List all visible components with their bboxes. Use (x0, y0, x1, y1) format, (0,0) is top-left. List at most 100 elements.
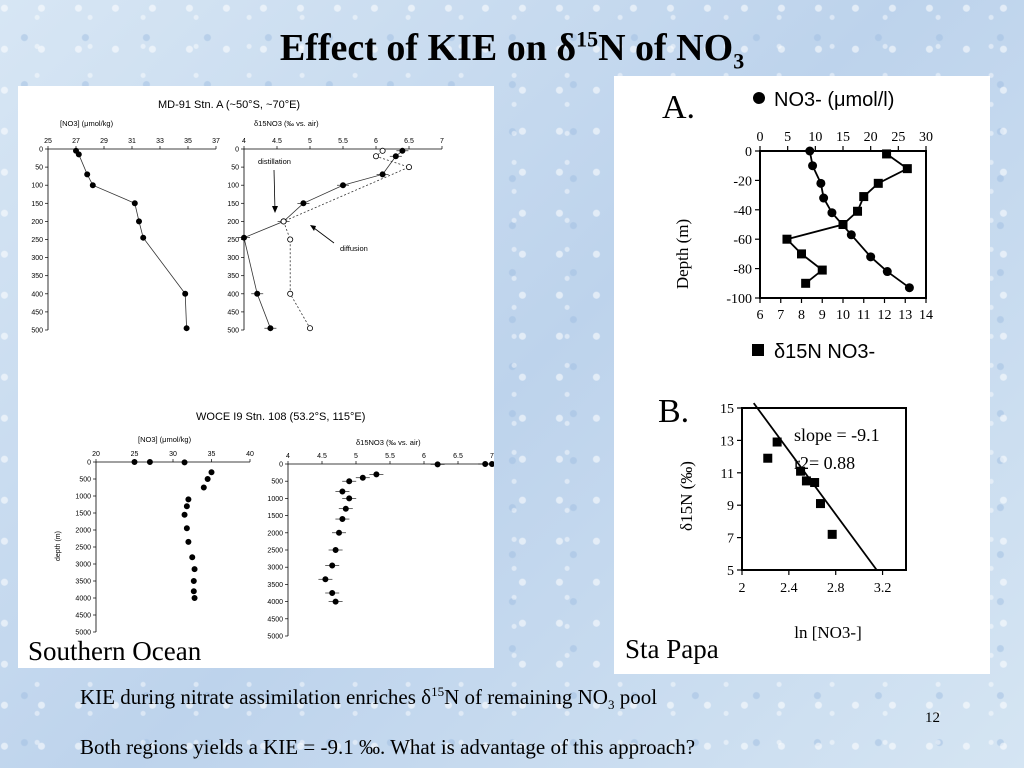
data-point (335, 529, 342, 536)
no3-point (882, 267, 892, 277)
y-tick-label: 4000 (267, 599, 283, 606)
no3-point (866, 252, 876, 262)
data-point (89, 182, 96, 189)
woce-no3-plot: 20 25 30 35 40 0 500 1000 1500 2000 2500 3000 3500 40… (55, 451, 254, 637)
y-tick-label: 1500 (267, 513, 283, 520)
x-tick-label: 33 (156, 138, 164, 145)
data-point (191, 566, 198, 573)
data-point (346, 495, 353, 502)
data-point (405, 164, 412, 171)
depth-axis-label: Depth (m) (673, 219, 692, 289)
distillation-label: distillation (258, 157, 291, 166)
y-tick-label: 2000 (75, 528, 91, 535)
y-tick-label: 200 (31, 219, 43, 226)
southern-ocean-panel: MD-91 Stn. A (~50°S, ~70°E) [NO3] (μmol/… (18, 86, 499, 668)
y-tick-label: 0 (279, 462, 283, 469)
x-tick-label: 4.5 (317, 453, 327, 460)
page-number: 12 (925, 710, 940, 726)
y-tick-label: 150 (31, 201, 43, 208)
x-tick-label: 7 (440, 138, 444, 145)
y-tick-label: 400 (31, 291, 43, 298)
data-point (190, 588, 197, 595)
panel-b-plot: 2 2.4 2.8 3.2 5 7 9 11 13 15 (720, 402, 907, 596)
top-tick-label: 15 (836, 130, 850, 145)
data-point (240, 234, 247, 241)
y-tick-label: 3000 (75, 562, 91, 569)
data-point (136, 218, 143, 225)
y-tick-label: 450 (227, 309, 239, 316)
data-point (373, 471, 380, 478)
sta-papa-panel: A. NO3- (μmol/l) Depth (m) 0 5 10 15 20 25 30 6… (614, 76, 990, 674)
y-tick-label: 250 (31, 237, 43, 244)
ln-no3-axis-label: ln [NO3-] (794, 623, 862, 642)
y-tick-label: 4500 (267, 616, 283, 623)
d15n-point (853, 206, 863, 216)
data-point (185, 538, 192, 545)
no3-point (827, 208, 837, 218)
y-tick-label: 350 (227, 273, 239, 280)
d15n-point (801, 278, 811, 288)
y-tick-label: 150 (227, 201, 239, 208)
x-tick-label: 5.5 (338, 138, 348, 145)
data-point (482, 460, 489, 467)
y-tick-label: 2500 (267, 548, 283, 555)
legend-d15n: δ15N NO3- (774, 341, 875, 363)
no3-point (819, 193, 829, 203)
y-tick-label: 500 (31, 328, 43, 335)
bullet-kie-enrichment: KIE during nitrate assimilation enriches… (80, 684, 658, 713)
y-tick-label: 100 (227, 183, 239, 190)
slide-title: Effect of KIE on δ15N of NO3 (279, 26, 745, 74)
d15n-axis-label: δ15N (‰) (677, 461, 696, 531)
data-point (208, 469, 215, 476)
data-point (84, 171, 91, 178)
r2-annotation: r2= 0.88 (794, 453, 855, 473)
data-point (392, 153, 399, 160)
data-point (146, 458, 153, 465)
data-point (801, 476, 811, 486)
no3-point (808, 161, 818, 171)
x-tick-label: 6.5 (453, 453, 463, 460)
md91-no3-plot: 25 27 29 31 33 35 37 0 50 100 150 200 250 300 350 400 45… (31, 138, 220, 335)
md91-d15n-title: δ15NO3 (‰ vs. air) (254, 119, 319, 128)
y-tick-label: 300 (31, 255, 43, 262)
y-tick-label: 450 (31, 309, 43, 316)
bottom-tick-label: 11 (857, 308, 870, 323)
data-point (332, 598, 339, 605)
data-point (183, 325, 190, 332)
y-tick-label: -80 (733, 263, 752, 278)
series-line (243, 150, 403, 329)
bottom-tick-label: 12 (878, 308, 892, 323)
d15n-point (817, 265, 827, 275)
y-tick-label: -40 (733, 204, 752, 219)
md91-no3-title: [NO3] (μmol/kg) (60, 119, 114, 128)
data-point (339, 182, 346, 189)
data-point (183, 503, 190, 510)
y-tick-label: 4000 (75, 596, 91, 603)
bottom-tick-label: 6 (757, 308, 764, 323)
series-line (75, 150, 187, 329)
data-point (181, 459, 188, 466)
legend-square-marker (752, 344, 764, 356)
panel-a-plot: 0 5 10 15 20 25 30 6 7 8 9 10 11 12 13 14 0 -20 -40 -60 -80 -… (726, 130, 933, 323)
d15n-line (785, 153, 910, 285)
y-tick-label: 5000 (267, 634, 283, 641)
data-point (796, 466, 806, 476)
data-point (763, 453, 773, 463)
data-point (182, 290, 189, 297)
y-tick-label: 1000 (267, 496, 283, 503)
y-tick-label: 50 (231, 165, 239, 172)
data-point (287, 236, 294, 243)
data-point (254, 290, 261, 297)
data-point (332, 546, 339, 553)
x-tick-label: 29 (100, 138, 108, 145)
x-tick-label: 6 (422, 453, 426, 460)
x-tick-label: 5 (308, 138, 312, 145)
x-tick-label: 25 (131, 451, 139, 458)
y-tick-label: 500 (227, 328, 239, 335)
top-tick-label: 0 (757, 130, 764, 145)
y-tick-label: 15 (720, 402, 734, 417)
d15n-point (902, 164, 912, 174)
d15n-point (882, 149, 892, 159)
top-tick-label: 30 (919, 130, 933, 145)
data-point (379, 171, 386, 178)
